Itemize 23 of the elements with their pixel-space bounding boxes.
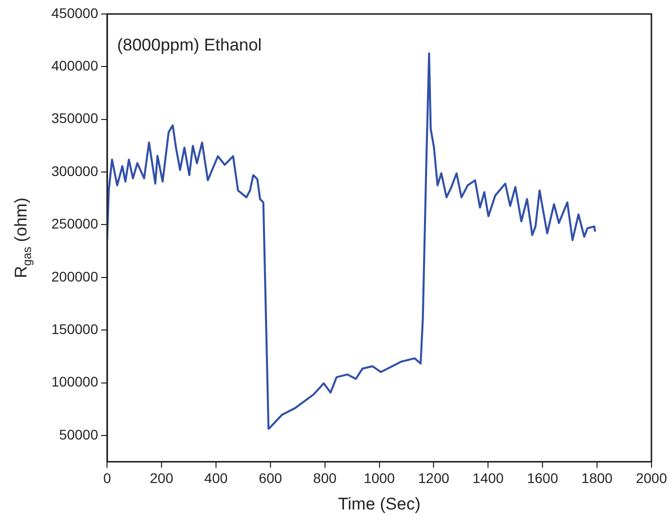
- annotation: (8000ppm) Ethanol: [117, 36, 262, 55]
- x-tick-label: 200: [150, 470, 174, 486]
- y-tick-label: 100000: [51, 374, 98, 390]
- y-tick-label: 450000: [51, 4, 98, 21]
- y-axis-title: Rgas (ohm): [12, 198, 34, 278]
- x-tick-label: 600: [258, 470, 282, 486]
- x-tick-label: 1600: [526, 470, 558, 486]
- y-tick-label: 300000: [51, 162, 98, 179]
- x-tick-label: 1800: [581, 470, 613, 486]
- y-tick-label: 50000: [59, 426, 98, 442]
- y-tick-label: 350000: [51, 110, 98, 126]
- x-tick-label: 2000: [636, 470, 668, 486]
- x-tick-label: 1400: [472, 470, 504, 486]
- y-tick-label: 150000: [51, 320, 98, 337]
- x-tick-label: 1200: [418, 470, 450, 486]
- y-tick-label: 200000: [51, 268, 98, 284]
- y-tick-label: 400000: [51, 58, 98, 74]
- y-tick-label: 250000: [51, 216, 98, 232]
- x-axis-title: Time (Sec): [338, 494, 421, 514]
- x-tick-label: 400: [204, 470, 228, 486]
- x-tick-label: 0: [103, 470, 112, 486]
- x-tick-label: 800: [313, 470, 337, 486]
- x-tick-label: 1000: [364, 470, 396, 486]
